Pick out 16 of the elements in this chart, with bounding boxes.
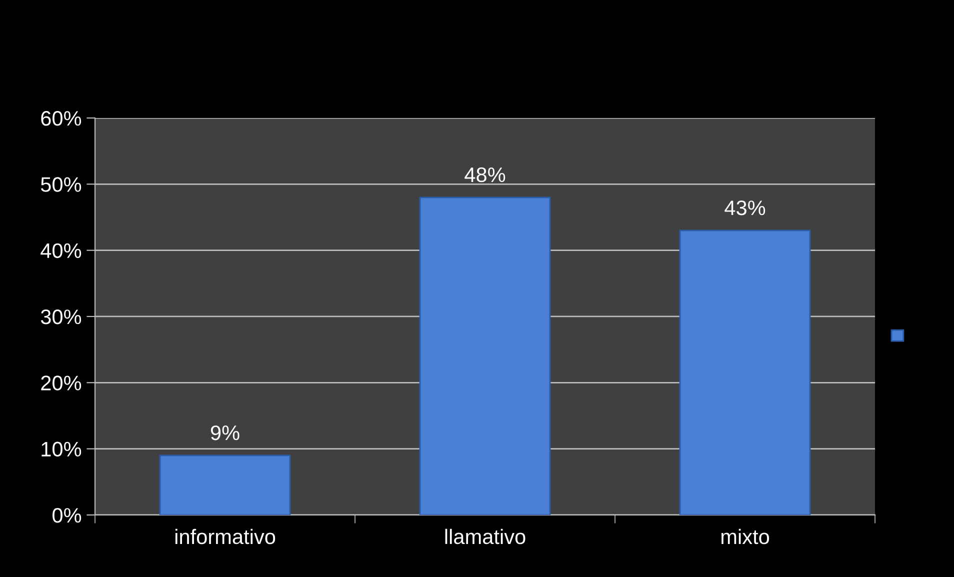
bar bbox=[679, 230, 811, 515]
y-tick-label: 60% bbox=[41, 111, 82, 126]
y-tick-label: 20% bbox=[41, 376, 82, 390]
y-tick-label: 40% bbox=[40, 243, 82, 258]
bar bbox=[159, 454, 291, 515]
y-tick-label: 0% bbox=[52, 508, 82, 523]
y-tick-label: 10% bbox=[42, 442, 82, 457]
data-label: 48% bbox=[464, 167, 506, 182]
data-label: 9% bbox=[210, 425, 240, 440]
y-tick-label: 50% bbox=[40, 177, 82, 192]
x-tick-label: mixto bbox=[722, 528, 770, 544]
data-label: 43% bbox=[724, 200, 766, 216]
x-tick-label: informativo bbox=[175, 528, 276, 544]
y-tick-label: 30% bbox=[40, 309, 82, 324]
x-tick-label: llamativo bbox=[445, 528, 526, 544]
bar bbox=[419, 196, 551, 515]
